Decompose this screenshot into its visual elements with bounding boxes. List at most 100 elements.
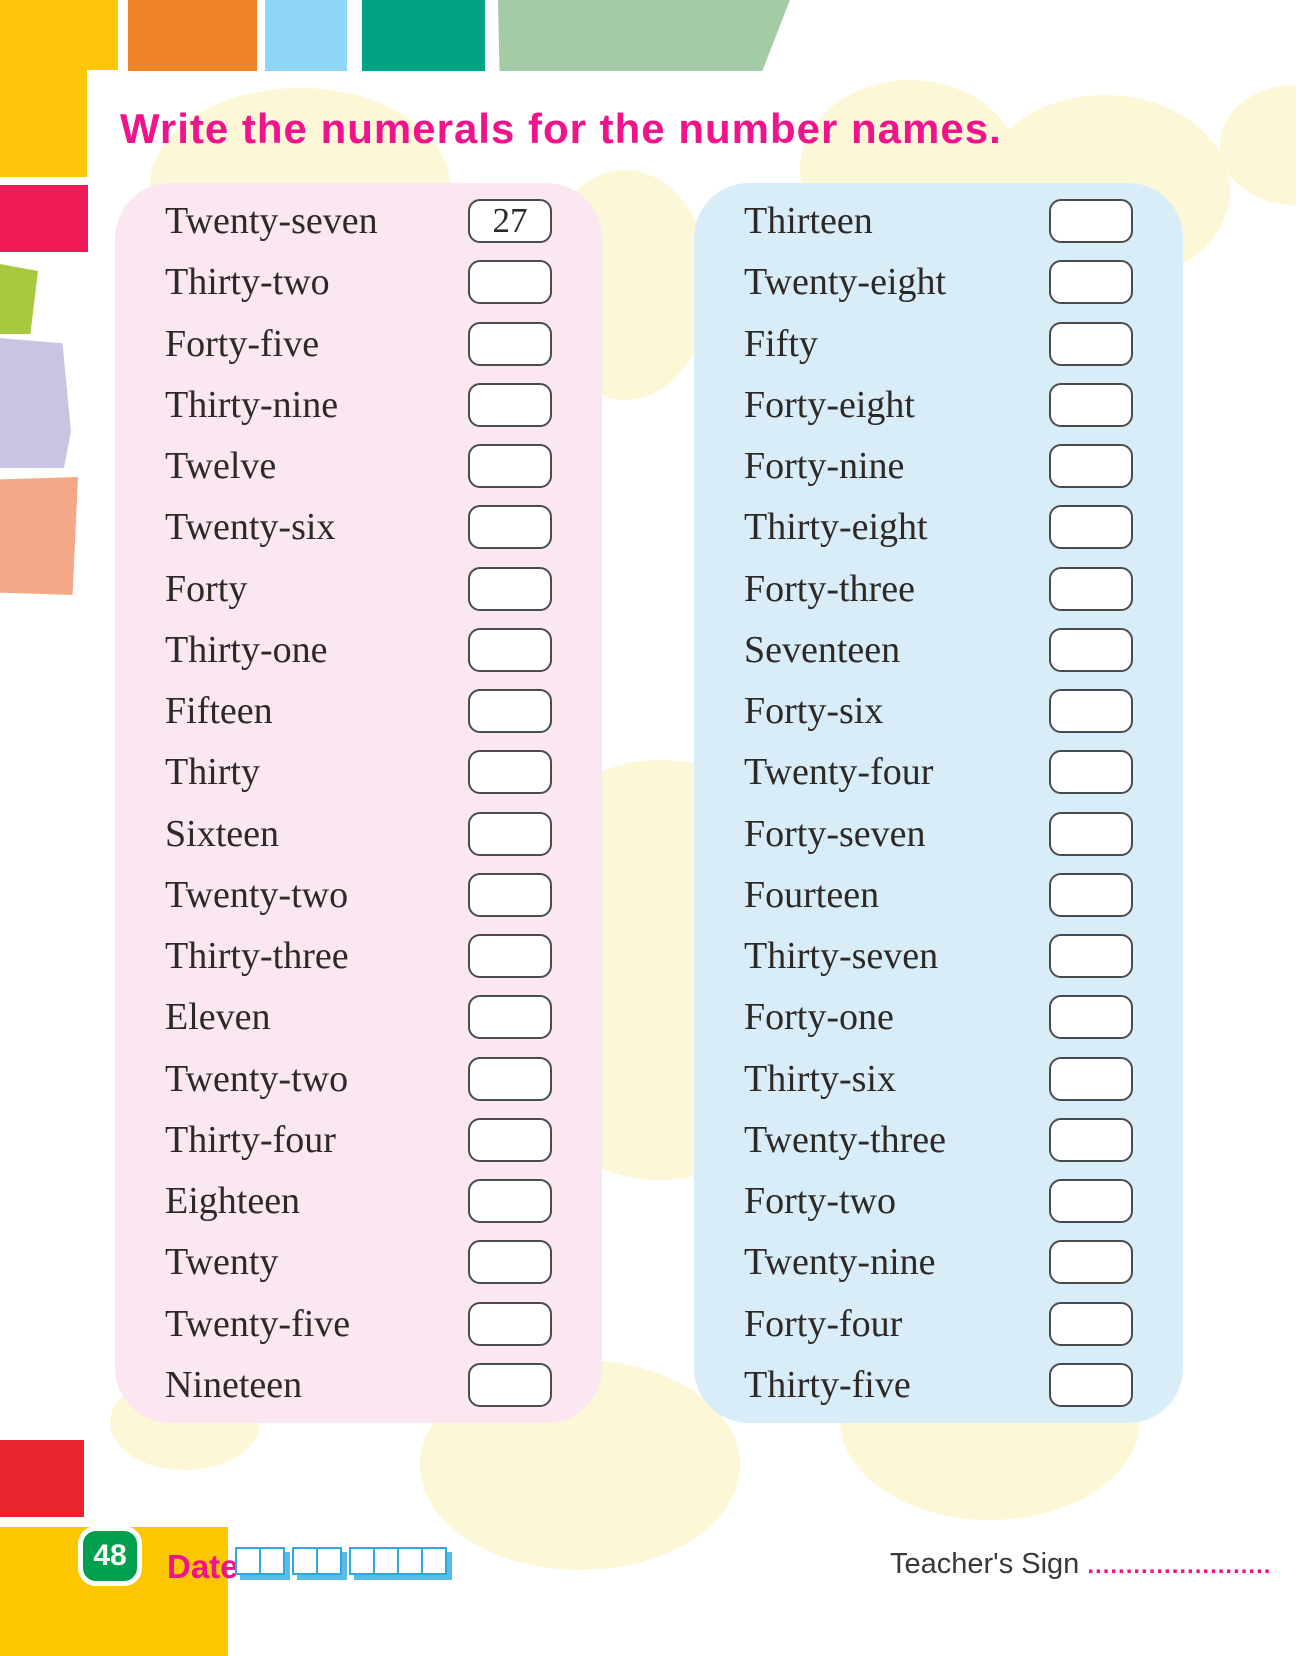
number-name-label: Twenty bbox=[165, 1241, 279, 1284]
answer-box[interactable] bbox=[468, 934, 552, 978]
answer-box[interactable] bbox=[1049, 750, 1133, 795]
number-name-label: Eighteen bbox=[165, 1180, 301, 1222]
number-name-label: Thirty-seven bbox=[744, 935, 939, 977]
worksheet-row: Fifteen bbox=[165, 689, 552, 733]
decoration-teal-block bbox=[362, 0, 485, 71]
date-cell[interactable] bbox=[421, 1547, 447, 1575]
number-name-label: Twenty-four bbox=[744, 751, 934, 794]
answer-box[interactable]: 27 bbox=[468, 199, 552, 243]
worksheet-row: Nineteen bbox=[165, 1362, 552, 1407]
answer-box[interactable] bbox=[468, 872, 552, 917]
date-cell[interactable] bbox=[316, 1547, 342, 1575]
number-name-label: Twenty-two bbox=[165, 873, 349, 916]
answer-box[interactable] bbox=[1049, 1240, 1133, 1285]
number-name-label: Thirty-three bbox=[165, 935, 349, 977]
answer-box[interactable] bbox=[1049, 1056, 1133, 1101]
date-cell[interactable] bbox=[235, 1547, 261, 1575]
answer-box[interactable] bbox=[1049, 382, 1133, 427]
date-cell[interactable] bbox=[259, 1547, 285, 1575]
answer-box[interactable] bbox=[1049, 505, 1133, 550]
number-name-label: Nineteen bbox=[165, 1363, 303, 1406]
page-title: Write the numerals for the number names. bbox=[120, 105, 1002, 152]
answer-box[interactable] bbox=[1049, 321, 1133, 366]
answer-box[interactable] bbox=[468, 505, 552, 550]
answer-box[interactable] bbox=[468, 995, 552, 1040]
worksheet-row: Thirty-nine bbox=[165, 382, 552, 427]
number-name-label: Thirty-one bbox=[165, 628, 328, 671]
date-cell[interactable] bbox=[397, 1547, 423, 1575]
answer-box[interactable] bbox=[1049, 260, 1133, 305]
number-name-label: Forty-nine bbox=[744, 445, 905, 487]
answer-box[interactable] bbox=[468, 566, 552, 611]
date-cell[interactable] bbox=[292, 1547, 318, 1575]
worksheet-row: Thirty-three bbox=[165, 934, 552, 978]
number-name-label: Twenty-three bbox=[744, 1118, 947, 1161]
answer-box[interactable] bbox=[468, 750, 552, 795]
answer-box[interactable] bbox=[468, 1117, 552, 1162]
number-name-label: Sixteen bbox=[165, 812, 279, 855]
date-box-group bbox=[292, 1547, 342, 1575]
date-cell[interactable] bbox=[373, 1547, 399, 1575]
date-cell[interactable] bbox=[349, 1547, 375, 1575]
answer-box[interactable] bbox=[468, 811, 552, 856]
number-name-label: Twelve bbox=[165, 445, 277, 487]
answer-box[interactable] bbox=[1049, 1179, 1133, 1223]
answer-box[interactable] bbox=[1049, 872, 1133, 917]
decoration-salmon-block bbox=[0, 477, 78, 595]
answer-box[interactable] bbox=[1049, 995, 1133, 1040]
worksheet-row: Twenty-nine bbox=[744, 1240, 1133, 1285]
answer-box[interactable] bbox=[468, 1179, 552, 1223]
number-name-label: Fifteen bbox=[165, 690, 273, 732]
answer-box[interactable] bbox=[468, 627, 552, 672]
left-panel: Twenty-seven 27 Thirty-two Forty-five Th… bbox=[115, 183, 602, 1423]
worksheet-row: Forty-seven bbox=[744, 811, 1133, 856]
answer-box[interactable] bbox=[1049, 811, 1133, 856]
answer-box[interactable] bbox=[1049, 1301, 1133, 1346]
answer-box[interactable] bbox=[468, 1362, 552, 1407]
number-name-label: Fourteen bbox=[744, 873, 880, 916]
number-name-label: Thirty-eight bbox=[744, 506, 928, 549]
worksheet-row: Twenty-four bbox=[744, 750, 1133, 795]
decoration-green-block bbox=[0, 264, 38, 334]
decoration-lavender-block bbox=[0, 338, 71, 468]
answer-box[interactable] bbox=[1049, 934, 1133, 978]
answer-box[interactable] bbox=[1049, 1362, 1133, 1407]
answer-box[interactable] bbox=[468, 1301, 552, 1346]
answer-box[interactable] bbox=[468, 1240, 552, 1285]
worksheet-row: Thirty-two bbox=[165, 260, 552, 305]
worksheet-row: Thirty-eight bbox=[744, 505, 1133, 550]
worksheet-row: Twenty bbox=[165, 1240, 552, 1285]
number-name-label: Thirty bbox=[165, 751, 260, 794]
answer-box[interactable] bbox=[468, 444, 552, 488]
worksheet-row: Twenty-eight bbox=[744, 260, 1133, 305]
answer-box[interactable] bbox=[1049, 1117, 1133, 1162]
number-name-label: Forty-four bbox=[744, 1302, 903, 1345]
answer-box[interactable] bbox=[468, 260, 552, 305]
worksheet-row: Fourteen bbox=[744, 872, 1133, 917]
decoration-red-block bbox=[0, 1440, 84, 1517]
answer-box[interactable] bbox=[1049, 199, 1133, 243]
decoration-sage-block bbox=[498, 0, 790, 71]
worksheet-row: Eighteen bbox=[165, 1179, 552, 1223]
worksheet-row: Thirty-one bbox=[165, 627, 552, 672]
worksheet-row: Twenty-five bbox=[165, 1301, 552, 1346]
number-name-label: Twenty-six bbox=[165, 506, 336, 549]
answer-box[interactable] bbox=[1049, 689, 1133, 733]
answer-box[interactable] bbox=[468, 1056, 552, 1101]
date-boxes bbox=[235, 1547, 447, 1575]
answer-box[interactable] bbox=[468, 689, 552, 733]
answer-box[interactable] bbox=[468, 382, 552, 427]
decoration-lightblue-block bbox=[265, 0, 347, 71]
answer-box[interactable] bbox=[1049, 566, 1133, 611]
date-box-group bbox=[235, 1547, 285, 1575]
worksheet-row: Forty-four bbox=[744, 1301, 1133, 1346]
teachers-sign-dotted-line: ........................ bbox=[1087, 1552, 1272, 1579]
answer-box[interactable] bbox=[1049, 627, 1133, 672]
page-number-badge: 48 bbox=[78, 1526, 142, 1586]
worksheet-row: Fifty bbox=[744, 321, 1133, 366]
number-name-label: Forty-eight bbox=[744, 383, 915, 426]
answer-box[interactable] bbox=[468, 321, 552, 366]
answer-box[interactable] bbox=[1049, 444, 1133, 488]
worksheet-row: Seventeen bbox=[744, 627, 1133, 672]
